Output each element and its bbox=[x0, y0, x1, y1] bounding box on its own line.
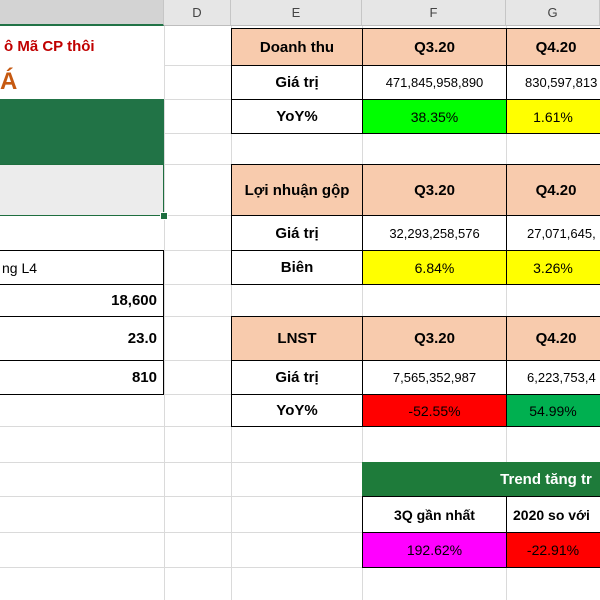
net-profit-q1-header[interactable]: Q3.20 bbox=[362, 316, 507, 361]
revenue-q1-header[interactable]: Q3.20 bbox=[362, 28, 507, 66]
gross-profit-value-q1[interactable]: 32,293,258,576 bbox=[362, 215, 507, 251]
gross-profit-value-q2[interactable]: 27,071,645, bbox=[506, 215, 600, 251]
net-profit-yoy-q2[interactable]: 54.99% bbox=[506, 394, 600, 427]
net-profit-value-q1[interactable]: 7,565,352,987 bbox=[362, 360, 507, 395]
gross-profit-q1-header[interactable]: Q3.20 bbox=[362, 164, 507, 216]
left-title-cell[interactable]: Á bbox=[0, 65, 164, 99]
left-value-1[interactable]: 18,600 bbox=[0, 284, 164, 317]
selected-cell[interactable] bbox=[0, 164, 164, 216]
net-profit-value-label[interactable]: Giá trị bbox=[231, 360, 363, 395]
fill-handle[interactable] bbox=[160, 212, 168, 220]
revenue-header[interactable]: Doanh thu bbox=[231, 28, 363, 66]
revenue-q2-header[interactable]: Q4.20 bbox=[506, 28, 600, 66]
column-header-e[interactable]: E bbox=[231, 0, 362, 26]
gross-margin-label[interactable]: Biên bbox=[231, 250, 363, 285]
column-header-f[interactable]: F bbox=[362, 0, 506, 26]
trend-col2-header[interactable]: 2020 so với bbox=[506, 496, 600, 533]
spreadsheet-grid[interactable]: ô Mã CP thôi Á ng L4 18,600 23.0 810 Doa… bbox=[0, 26, 600, 600]
left-green-block[interactable] bbox=[0, 99, 164, 164]
trend-value-1[interactable]: 192.62% bbox=[362, 532, 507, 568]
gross-profit-header[interactable]: Lợi nhuận gộp bbox=[231, 164, 363, 216]
revenue-yoy-label[interactable]: YoY% bbox=[231, 99, 363, 134]
net-profit-yoy-q1[interactable]: -52.55% bbox=[362, 394, 507, 427]
revenue-value-q2[interactable]: 830,597,813 bbox=[506, 65, 600, 100]
left-label-cell[interactable]: ng L4 bbox=[0, 250, 164, 285]
revenue-value-label[interactable]: Giá trị bbox=[231, 65, 363, 100]
trend-value-2[interactable]: -22.91% bbox=[506, 532, 600, 568]
net-profit-value-q2[interactable]: 6,223,753,4 bbox=[506, 360, 600, 395]
revenue-yoy-q2[interactable]: 1.61% bbox=[506, 99, 600, 134]
trend-header[interactable]: Trend tăng tr bbox=[362, 462, 600, 497]
gross-margin-q2[interactable]: 3.26% bbox=[506, 250, 600, 285]
gross-profit-q2-header[interactable]: Q4.20 bbox=[506, 164, 600, 216]
left-value-2[interactable]: 23.0 bbox=[0, 316, 164, 361]
net-profit-yoy-label[interactable]: YoY% bbox=[231, 394, 363, 427]
net-profit-header[interactable]: LNST bbox=[231, 316, 363, 361]
column-header-c[interactable] bbox=[0, 0, 164, 26]
gross-margin-q1[interactable]: 6.84% bbox=[362, 250, 507, 285]
trend-col1-header[interactable]: 3Q gần nhất bbox=[362, 496, 507, 533]
column-header-g[interactable]: G bbox=[506, 0, 600, 26]
net-profit-q2-header[interactable]: Q4.20 bbox=[506, 316, 600, 361]
revenue-yoy-q1[interactable]: 38.35% bbox=[362, 99, 507, 134]
column-header-d[interactable]: D bbox=[164, 0, 231, 26]
left-value-3[interactable]: 810 bbox=[0, 360, 164, 395]
revenue-value-q1[interactable]: 471,845,958,890 bbox=[362, 65, 507, 100]
left-note-cell[interactable]: ô Mã CP thôi bbox=[0, 28, 164, 64]
gross-profit-value-label[interactable]: Giá trị bbox=[231, 215, 363, 251]
